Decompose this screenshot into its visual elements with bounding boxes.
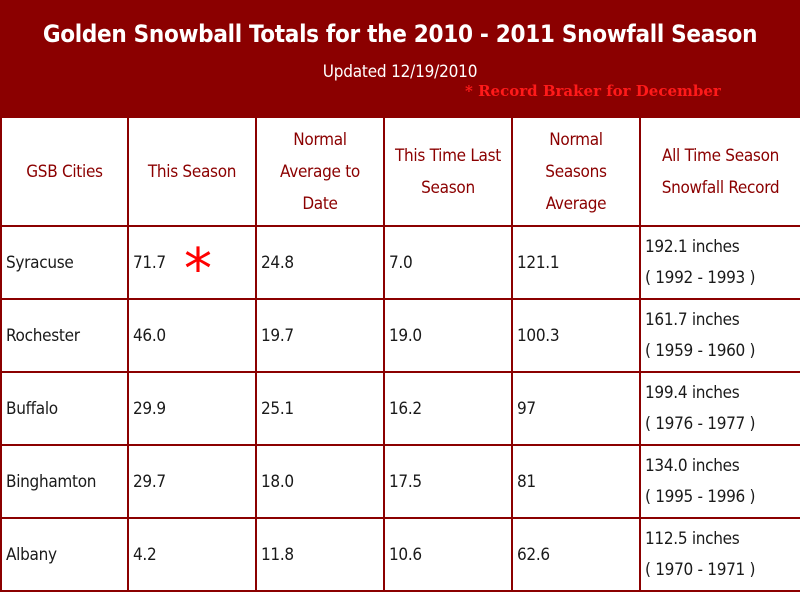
updated-date: Updated 12/19/2010 [322, 62, 478, 82]
last-season-cell: 10.6 [383, 517, 513, 592]
normal-to-date-cell: 24.8 [255, 225, 385, 300]
last-season-cell: 17.5 [383, 444, 513, 519]
record-amount: 134.0 inches [645, 455, 740, 476]
record-amount: 112.5 inches [645, 528, 740, 549]
record-amount: 161.7 inches [645, 309, 740, 330]
record-cell: 112.5 inches ( 1970 - 1971 ) [639, 517, 800, 592]
record-years: ( 1995 - 1996 ) [645, 486, 756, 507]
this-season-cell: 71.7 [127, 225, 257, 300]
column-header-record: All Time Season Snowfall Record [639, 116, 800, 227]
this-season-cell: 4.2 [127, 517, 257, 592]
column-header-last-season: This Time Last Season [383, 116, 513, 227]
table-row: Syracuse 71.7 24.8 7.0 121.1 192.1 inche… [0, 225, 800, 300]
season-average-cell: 81 [511, 444, 641, 519]
header-banner: Golden Snowball Totals for the 2010 - 20… [0, 0, 800, 116]
normal-to-date-cell: 18.0 [255, 444, 385, 519]
column-header-this-season: This Season [127, 116, 257, 227]
last-season-cell: 7.0 [383, 225, 513, 300]
record-amount: 199.4 inches [645, 382, 740, 403]
city-cell: Binghamton [0, 444, 129, 519]
table-row: Binghamton 29.7 18.0 17.5 81 134.0 inche… [0, 444, 800, 519]
normal-to-date-cell: 25.1 [255, 371, 385, 446]
record-years: ( 1976 - 1977 ) [645, 413, 756, 434]
this-season-cell: 29.9 [127, 371, 257, 446]
record-note: * Record Braker for December [465, 82, 721, 100]
table-row: Buffalo 29.9 25.1 16.2 97 199.4 inches ( … [0, 371, 800, 446]
page-title: Golden Snowball Totals for the 2010 - 20… [42, 20, 758, 48]
this-season-cell: 29.7 [127, 444, 257, 519]
this-season-cell: 46.0 [127, 298, 257, 373]
last-season-cell: 16.2 [383, 371, 513, 446]
table-header-row: GSB Cities This Season Normal Average to… [0, 116, 800, 227]
record-cell: 192.1 inches ( 1992 - 1993 ) [639, 225, 800, 300]
column-header-normal-to-date: Normal Average to Date [255, 116, 385, 227]
record-cell: 134.0 inches ( 1995 - 1996 ) [639, 444, 800, 519]
season-average-cell: 121.1 [511, 225, 641, 300]
record-marker-star: * [184, 237, 212, 302]
record-cell: 161.7 inches ( 1959 - 1960 ) [639, 298, 800, 373]
record-years: ( 1992 - 1993 ) [645, 267, 756, 288]
city-cell: Syracuse [0, 225, 129, 300]
record-years: ( 1959 - 1960 ) [645, 340, 756, 361]
column-header-city: GSB Cities [0, 116, 129, 227]
city-cell: Albany [0, 517, 129, 592]
season-average-cell: 100.3 [511, 298, 641, 373]
snowfall-table: GSB Cities This Season Normal Average to… [0, 116, 800, 592]
normal-to-date-cell: 19.7 [255, 298, 385, 373]
record-years: ( 1970 - 1971 ) [645, 559, 756, 580]
season-average-cell: 97 [511, 371, 641, 446]
city-cell: Buffalo [0, 371, 129, 446]
city-cell: Rochester [0, 298, 129, 373]
last-season-cell: 19.0 [383, 298, 513, 373]
record-cell: 199.4 inches ( 1976 - 1977 ) [639, 371, 800, 446]
table-row: Rochester 46.0 19.7 19.0 100.3 161.7 inc… [0, 298, 800, 373]
column-header-season-average: Normal Seasons Average [511, 116, 641, 227]
table-row: Albany 4.2 11.8 10.6 62.6 112.5 inches ( … [0, 517, 800, 592]
season-average-cell: 62.6 [511, 517, 641, 592]
normal-to-date-cell: 11.8 [255, 517, 385, 592]
record-amount: 192.1 inches [645, 236, 740, 257]
